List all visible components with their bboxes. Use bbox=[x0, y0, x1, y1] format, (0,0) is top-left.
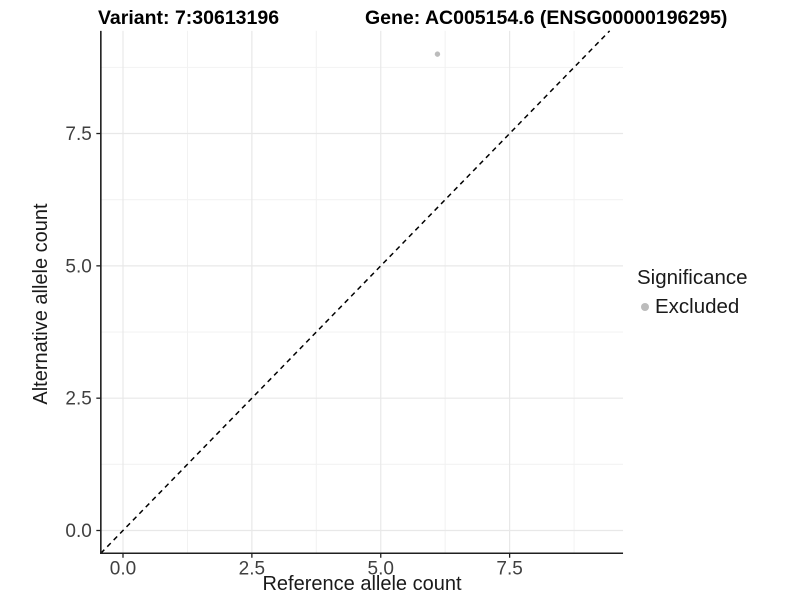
identity-dashed-line bbox=[100, 30, 611, 554]
x-tick-label: 0.0 bbox=[110, 558, 136, 579]
y-tick-label: 7.5 bbox=[65, 124, 91, 145]
legend-title: Significance bbox=[637, 266, 748, 289]
y-tick-label: 5.0 bbox=[65, 256, 91, 277]
data-point bbox=[434, 51, 441, 57]
legend: Significance Excluded bbox=[637, 266, 748, 319]
x-tick-label: 7.5 bbox=[496, 558, 522, 579]
x-tick-label: 5.0 bbox=[368, 558, 394, 579]
legend-point-swatch bbox=[641, 303, 649, 311]
x-tick-label: 2.5 bbox=[239, 558, 265, 579]
legend-item-label: Excluded bbox=[655, 295, 740, 318]
variant-title: Variant: 7:30613196 bbox=[98, 7, 280, 29]
x-axis-title: Reference allele count bbox=[262, 573, 462, 595]
y-tick-label: 0.0 bbox=[65, 521, 91, 542]
y-tick-label: 2.5 bbox=[65, 389, 91, 410]
gene-title: Gene: AC005154.6 (ENSG00000196295) bbox=[365, 7, 728, 29]
legend-item-excluded: Excluded bbox=[637, 295, 748, 319]
y-axis-title: Alternative allele count bbox=[30, 203, 52, 405]
